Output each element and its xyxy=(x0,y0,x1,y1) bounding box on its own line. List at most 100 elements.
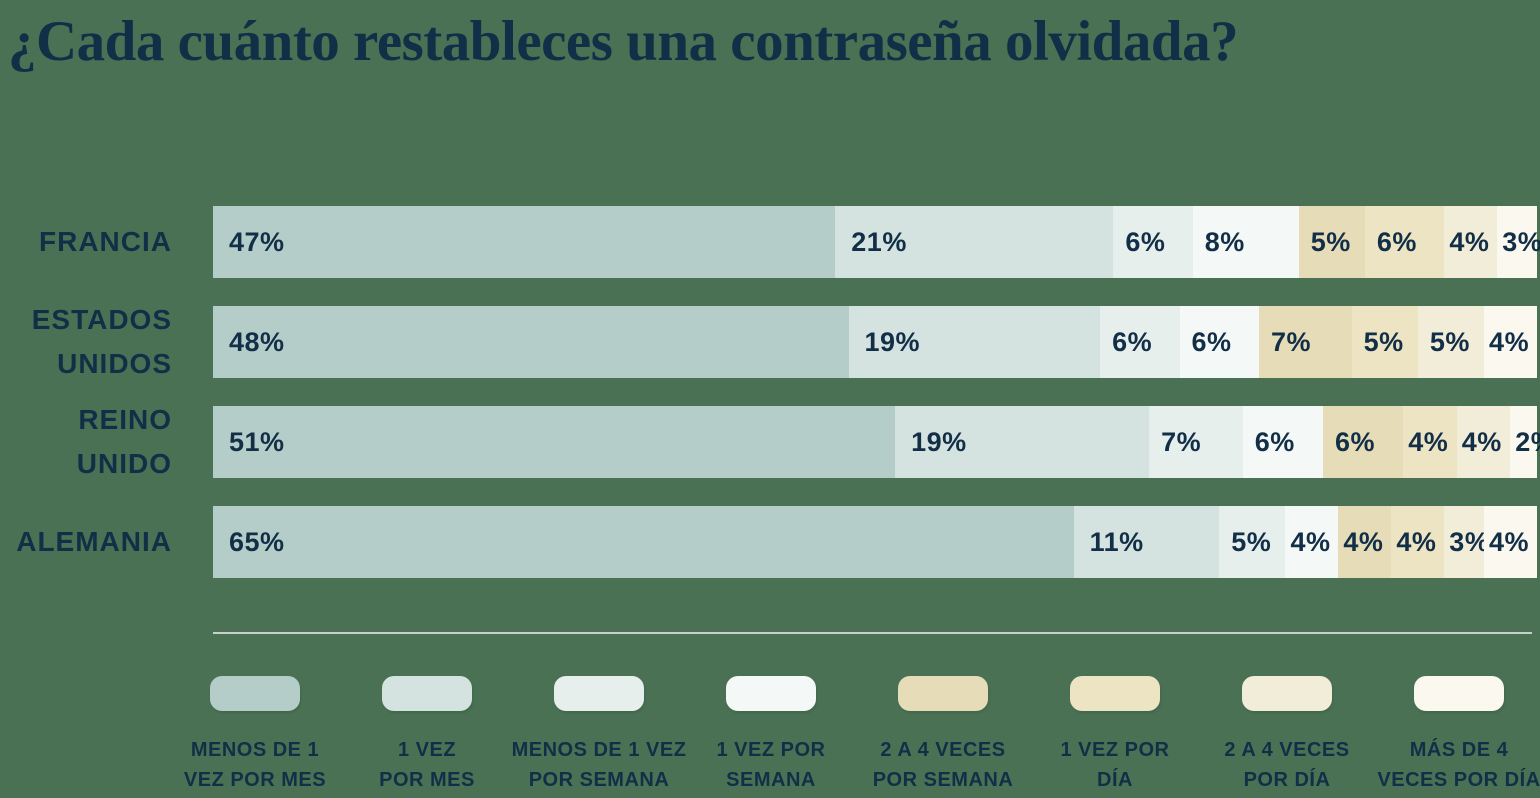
bar-segment-menos-de-1-vez-por-mes: 65% xyxy=(213,506,1074,578)
bar-segment-1-vez-por-mes: 19% xyxy=(848,306,1101,378)
segment-value-label: 4% xyxy=(1461,426,1502,457)
segment-value-label: 4% xyxy=(1489,526,1530,557)
category-label-line: ESTADOS xyxy=(31,304,172,335)
segment-value-label: 6% xyxy=(1112,326,1153,357)
bar-segment-2-a-4-veces-por-d-a: 5% xyxy=(1417,306,1485,378)
bar-segment-m-s-de-4-veces-por-d-a: 2% xyxy=(1510,406,1540,478)
legend-label-line: VECES POR DÍA xyxy=(1377,769,1540,791)
legend-label-line: 1 VEZ xyxy=(397,739,457,761)
segment-value-label: 6% xyxy=(1335,426,1376,457)
stacked-bar: 51% 19% 7% 6% 6% 4% 4% 2% xyxy=(213,406,1540,478)
bar-segment-2-a-4-veces-por-semana: 6% xyxy=(1323,406,1404,478)
legend-label: MENOS DE 1 VEZ POR SEMANA xyxy=(512,735,687,795)
bar-segment-1-vez-por-mes: 11% xyxy=(1073,506,1220,578)
segment-value-label: 6% xyxy=(1376,226,1417,257)
chart-row-estados-unidos: ESTADOS UNIDOS 48% 19% 6% 6% 7% 5% 5% 4% xyxy=(0,304,1540,379)
segment-value-label: 6% xyxy=(1191,326,1232,357)
segment-value-label: 4% xyxy=(1408,426,1449,457)
bar-segment-1-vez-por-d-a: 4% xyxy=(1403,406,1457,478)
category-label: ESTADOS UNIDOS xyxy=(0,304,172,379)
legend-item-1-vez-por-mes: 1 VEZ POR MES xyxy=(341,676,513,795)
legend-label-line: MENOS DE 1 xyxy=(190,739,320,761)
segment-value-label: 5% xyxy=(1363,326,1404,357)
segment-value-label: 4% xyxy=(1343,526,1384,557)
chart-row-francia: FRANCIA 47% 21% 6% 8% 5% 6% 4% 3% xyxy=(0,206,1540,278)
legend-item-menos-de-1-vez-por-semana: MENOS DE 1 VEZ POR SEMANA xyxy=(512,676,687,795)
bar-segment-menos-de-1-vez-por-mes: 47% xyxy=(213,206,836,278)
bar-segment-1-vez-por-mes: 21% xyxy=(835,206,1114,278)
legend-swatch xyxy=(898,676,988,711)
segment-value-label: 4% xyxy=(1489,326,1530,357)
bar-segment-menos-de-1-vez-por-semana: 7% xyxy=(1149,406,1243,478)
bar-segment-menos-de-1-vez-por-semana: 5% xyxy=(1219,506,1286,578)
segment-value-label: 21% xyxy=(851,226,907,257)
segment-value-label: 5% xyxy=(1231,526,1272,557)
legend-label-line: MENOS DE 1 VEZ xyxy=(511,739,687,761)
legend-label-line: POR MES xyxy=(379,769,475,791)
bar-segment-menos-de-1-vez-por-semana: 6% xyxy=(1113,206,1193,278)
legend-label-line: MÁS DE 4 xyxy=(1409,739,1509,761)
segment-value-label: 2% xyxy=(1515,426,1540,457)
legend-swatch xyxy=(726,676,816,711)
legend-label-line: 2 A 4 VECES xyxy=(880,739,1006,761)
bar-segment-1-vez-por-d-a: 6% xyxy=(1364,206,1445,278)
segment-value-label: 48% xyxy=(229,326,285,357)
segment-value-label: 6% xyxy=(1254,426,1295,457)
legend-label: 1 VEZ POR DÍA xyxy=(1061,735,1170,795)
legend-label: MÁS DE 4 VECES POR DÍA xyxy=(1377,735,1540,795)
legend-label: 1 VEZ POR SEMANA xyxy=(717,735,826,795)
bar-segment-2-a-4-veces-por-d-a: 4% xyxy=(1456,406,1511,478)
chart-row-alemania: ALEMANIA 65% 11% 5% 4% 4% 4% 3% 4% xyxy=(0,506,1540,578)
legend-swatch xyxy=(210,676,300,711)
legend-label-line: SEMANA xyxy=(726,769,816,791)
segment-value-label: 4% xyxy=(1449,226,1490,257)
legend-item-2-a-4-veces-por-semana: 2 A 4 VECES POR SEMANA xyxy=(857,676,1029,795)
legend-label-line: 1 VEZ POR xyxy=(716,739,826,761)
bar-segment-menos-de-1-vez-por-semana: 6% xyxy=(1100,306,1180,378)
legend-label-line: VEZ POR MES xyxy=(183,769,327,791)
chart-legend: MENOS DE 1 VEZ POR MES 1 VEZ POR MES MENOS D… xyxy=(169,676,1540,795)
stacked-bar: 65% 11% 5% 4% 4% 4% 3% 4% xyxy=(213,506,1537,578)
segment-value-label: 3% xyxy=(1449,526,1490,557)
segment-value-label: 7% xyxy=(1270,326,1311,357)
category-label: REINO UNIDO xyxy=(0,404,172,479)
bar-segment-1-vez-por-semana: 4% xyxy=(1285,506,1339,578)
bar-segment-1-vez-por-semana: 6% xyxy=(1242,406,1324,478)
bar-segment-m-s-de-4-veces-por-d-a: 4% xyxy=(1484,306,1537,378)
category-label: ALEMANIA xyxy=(0,506,172,578)
bar-segment-m-s-de-4-veces-por-d-a: 4% xyxy=(1484,506,1537,578)
category-label-line: FRANCIA xyxy=(39,226,172,257)
category-label-line: UNIDOS xyxy=(57,348,172,379)
segment-value-label: 6% xyxy=(1125,226,1166,257)
bar-segment-menos-de-1-vez-por-mes: 51% xyxy=(213,406,896,478)
chart-title: ¿Cada cuánto restableces una contraseña … xyxy=(8,10,1239,73)
bar-segment-m-s-de-4-veces-por-d-a: 3% xyxy=(1497,206,1540,278)
bar-segment-2-a-4-veces-por-semana: 5% xyxy=(1298,206,1365,278)
segment-value-label: 8% xyxy=(1204,226,1245,257)
bar-segment-1-vez-por-semana: 6% xyxy=(1179,306,1259,378)
bar-segment-2-a-4-veces-por-semana: 7% xyxy=(1258,306,1352,378)
bar-segment-2-a-4-veces-por-semana: 4% xyxy=(1338,506,1392,578)
segment-value-label: 65% xyxy=(229,526,285,557)
legend-label-line: 1 VEZ POR xyxy=(1060,739,1170,761)
segment-value-label: 7% xyxy=(1161,426,1202,457)
legend-label: 1 VEZ POR MES xyxy=(379,735,475,795)
category-label-line: REINO xyxy=(78,404,172,435)
category-label-line: ALEMANIA xyxy=(16,526,172,557)
legend-swatch xyxy=(1414,676,1504,711)
segment-value-label: 4% xyxy=(1396,526,1437,557)
legend-swatch xyxy=(554,676,644,711)
category-label-line: UNIDO xyxy=(76,448,172,479)
legend-label-line: 2 A 4 VECES xyxy=(1224,739,1350,761)
legend-label-line: POR SEMANA xyxy=(872,769,1014,791)
stacked-bar-chart: FRANCIA 47% 21% 6% 8% 5% 6% 4% 3% ESTADOS UNIDOS 48… xyxy=(0,206,1540,606)
segment-value-label: 4% xyxy=(1290,526,1331,557)
legend-label-line: DÍA xyxy=(1097,769,1133,791)
bar-segment-menos-de-1-vez-por-mes: 48% xyxy=(213,306,849,378)
legend-item-1-vez-por-semana: 1 VEZ POR SEMANA xyxy=(685,676,857,795)
chart-row-reino-unido: REINO UNIDO 51% 19% 7% 6% 6% 4% 4% 2% xyxy=(0,404,1540,479)
segment-value-label: 5% xyxy=(1310,226,1351,257)
legend-label: 2 A 4 VECES POR DÍA xyxy=(1224,735,1349,795)
legend-item-2-a-4-veces-por-d-a: 2 A 4 VECES POR DÍA xyxy=(1201,676,1373,795)
segment-value-label: 5% xyxy=(1429,326,1470,357)
